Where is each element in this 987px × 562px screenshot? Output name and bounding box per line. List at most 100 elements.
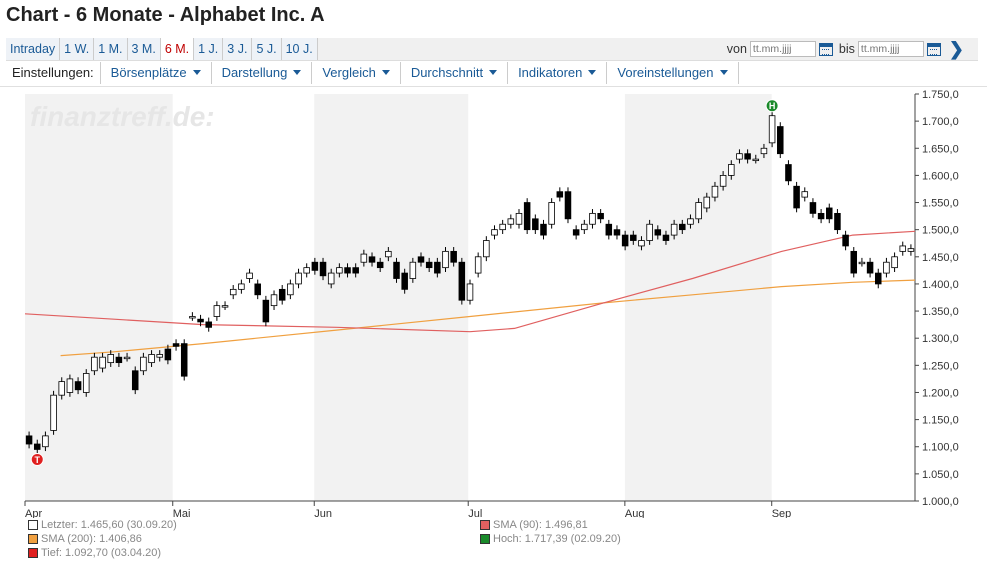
candle [148,354,155,364]
candle [679,223,686,231]
candle [458,261,466,301]
candle [66,378,74,393]
calendar-icon[interactable] [926,42,941,56]
candle [523,202,531,231]
legend-high: Hoch: 1.717,39 (02.09.20) [480,533,621,545]
candle [687,218,694,225]
candle [499,223,506,231]
settings-menu-5[interactable]: Voreinstellungen [607,62,739,84]
tab-3[interactable]: 3 M. [127,38,161,60]
chevron-right-icon[interactable]: ❯ [948,39,964,59]
from-date-input[interactable] [749,41,816,57]
settings-menu-1[interactable]: Darstellung [212,62,313,84]
candle [107,354,114,364]
candle [33,443,41,450]
candle [670,223,678,236]
tab-0[interactable]: Intraday [6,38,61,60]
candle [842,234,849,247]
candle [409,261,417,279]
candle [646,223,653,241]
candle [344,267,351,274]
x-tick-label: Mai [173,508,191,518]
y-tick-label: 1.400,0 [922,279,959,291]
caret-down-icon [588,70,597,75]
candle [368,256,376,263]
candle [303,267,310,274]
candle [613,229,621,236]
candle [172,343,180,347]
candle [785,164,792,182]
y-tick-label: 1.750,0 [922,89,959,101]
candle [507,218,515,225]
candle [417,256,425,263]
settings-menu-label: Vergleich [322,65,376,80]
settings-menu-0[interactable]: Börsenplätze [101,62,212,84]
candle [360,253,368,263]
candle [703,196,711,209]
settings-menu-2[interactable]: Vergleich [312,62,401,84]
candle [858,261,866,265]
settings-menu-label: Durchschnitt [410,65,484,80]
candle [254,283,261,296]
tab-2[interactable]: 1 M. [94,38,128,60]
tab-5[interactable]: 1 J. [194,38,224,60]
calendar-icon[interactable] [818,42,833,56]
candle [581,223,588,231]
candle [352,267,359,274]
candle [156,354,163,358]
candle [25,435,33,445]
candle [319,261,327,277]
divider [0,86,987,87]
candle [425,261,433,269]
low-marker [30,452,44,466]
month-band-1 [314,94,469,501]
candle [189,316,196,319]
legend-swatch [480,534,490,544]
candle [99,356,106,369]
candle [491,229,498,236]
candle [515,212,523,225]
candle [801,191,809,198]
x-tick-label: Jul [468,508,482,518]
candle [238,283,245,290]
legend-sma200: SMA (200): 1.406,86 [28,533,142,545]
candle [327,272,335,285]
y-tick-label: 1.100,0 [922,442,959,454]
candle [891,256,898,269]
candle [401,272,408,290]
to-date-input[interactable] [857,41,924,57]
candle [654,229,662,236]
candle [817,212,825,220]
candle [205,321,212,328]
tab-1[interactable]: 1 W. [60,38,95,60]
caret-down-icon [719,70,728,75]
candle [197,318,204,323]
settings-menu-label: Indikatoren [518,65,583,80]
candle [91,356,98,372]
candle [58,381,66,396]
caret-down-icon [489,70,498,75]
settings-menu-4[interactable]: Indikatoren [508,62,608,84]
candle [262,299,270,323]
tab-8[interactable]: 10 J. [281,38,318,60]
candle [809,202,817,214]
candle [246,272,253,279]
settings-menu-3[interactable]: Durchschnitt [401,62,509,84]
tab-6[interactable]: 3 J. [223,38,253,60]
tab-7[interactable]: 5 J. [252,38,282,60]
x-tick-label: Aug [625,508,645,518]
candle [385,250,392,258]
watermark: finanztreff.de: [30,101,215,132]
y-tick-label: 1.050,0 [922,469,959,481]
y-tick-label: 1.000,0 [922,496,959,508]
tab-4[interactable]: 6 M. [160,38,195,60]
candle [82,373,90,393]
settings-menus: Börsenplätze Darstellung Vergleich Durchsch… [101,62,739,84]
candle [131,370,139,391]
candle [393,261,400,279]
candle [760,147,768,155]
legend-swatch [28,520,38,530]
candle [907,248,915,252]
to-label: bis [838,42,855,56]
candle [777,126,784,155]
